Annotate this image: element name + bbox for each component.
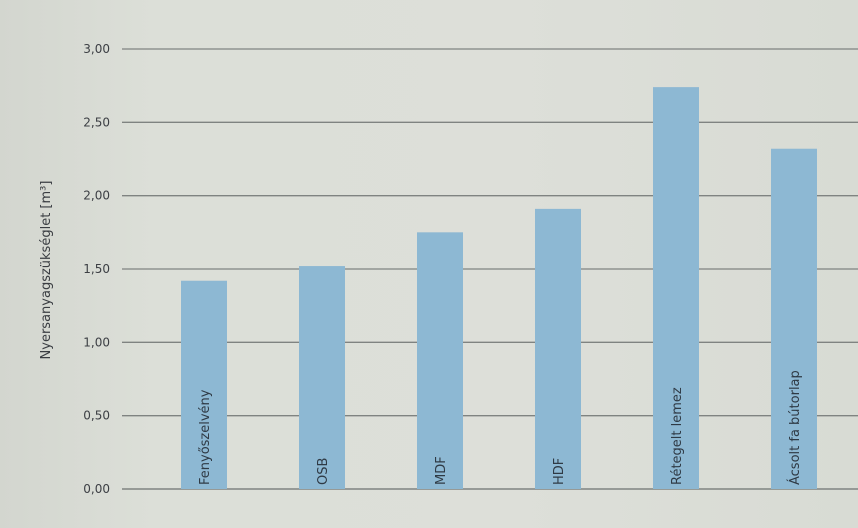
bar-category-label: OSB [316,458,331,485]
bar-category-label: Rétegelt lemez [670,387,685,485]
bars: Fenyőszelvény OSB MDF HDF Rétegelt lemez Ácso… [181,87,817,490]
bar [299,266,345,489]
y-tick-label: 2,50 [83,115,110,129]
bar-category-label: HDF [552,458,567,485]
bar [653,87,699,489]
y-tick-label: 1,50 [83,262,110,276]
y-tick-label: 2,00 [83,189,110,203]
bar [535,208,581,489]
y-axis-ticks: 0,00 0,50 1,00 1,50 2,00 2,50 3,00 [83,42,110,496]
bar [417,232,463,490]
gridlines [122,48,858,490]
y-tick-label: 0,50 [83,409,110,423]
y-tick-label: 0,00 [83,482,110,496]
bar-category-label: Fenyőszelvény [198,389,213,485]
y-axis-label: Nyersanyagszükséglet [m³] [39,181,54,360]
y-tick-label: 1,00 [83,335,110,349]
bar-category-label: Ácsolt fa bútorlap [787,370,803,485]
bar-category-label: MDF [434,456,449,485]
bar [771,148,817,489]
bar [181,280,227,489]
y-tick-label: 3,00 [83,42,110,56]
